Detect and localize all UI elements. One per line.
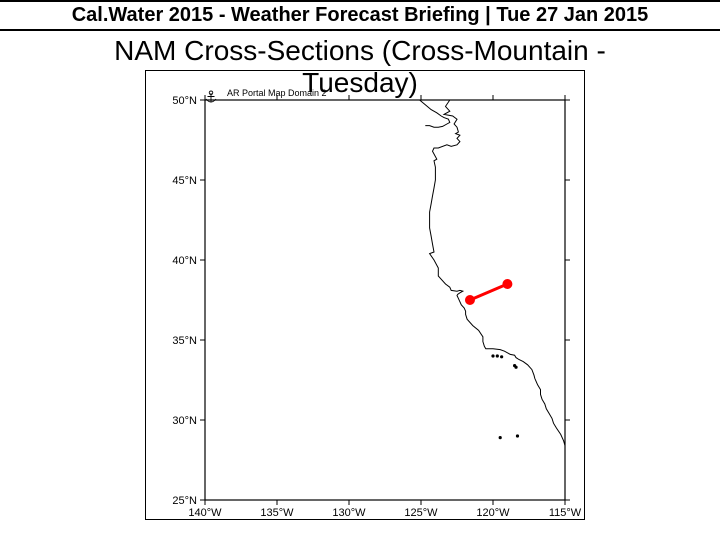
svg-text:135°W: 135°W <box>260 507 294 519</box>
svg-text:140°W: 140°W <box>188 507 222 519</box>
svg-text:120°W: 120°W <box>476 507 510 519</box>
map-figure: AR Portal Map Domain 2 50°N45°N40°N35°N3… <box>145 70 585 520</box>
header-bar: Cal.Water 2015 - Weather Forecast Briefi… <box>0 0 720 31</box>
title-line1: NAM Cross-Sections (Cross-Mountain - <box>114 35 606 66</box>
svg-text:130°W: 130°W <box>332 507 366 519</box>
svg-text:25°N: 25°N <box>172 495 197 507</box>
svg-text:30°N: 30°N <box>172 415 197 427</box>
map-svg: AR Portal Map Domain 2 50°N45°N40°N35°N3… <box>145 70 585 520</box>
svg-text:50°N: 50°N <box>172 95 197 107</box>
header-text: Cal.Water 2015 - Weather Forecast Briefi… <box>72 4 649 26</box>
plot-frame <box>205 100 565 500</box>
svg-text:115°W: 115°W <box>549 507 582 519</box>
svg-text:45°N: 45°N <box>172 175 197 187</box>
svg-text:40°N: 40°N <box>172 255 197 267</box>
svg-text:125°W: 125°W <box>404 507 438 519</box>
svg-text:35°N: 35°N <box>172 335 197 347</box>
anchor-icon <box>206 91 216 102</box>
